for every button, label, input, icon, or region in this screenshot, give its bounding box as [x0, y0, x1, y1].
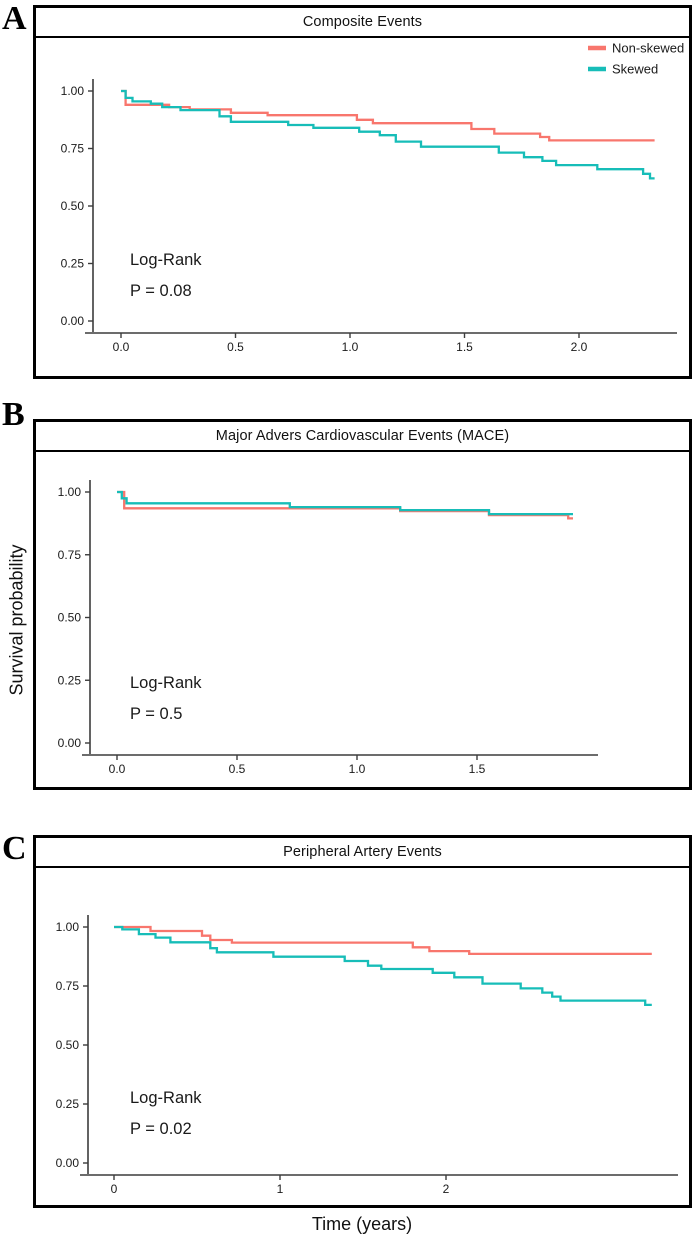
y-axis-title: Survival probability — [6, 544, 27, 696]
panel-a-title: Composite Events — [302, 14, 423, 30]
panel-c: Peripheral Artery Events 0.00 0.25 0.50 0.7… — [33, 835, 692, 1208]
y-tick-label: 0.75 — [58, 548, 82, 562]
panel-a-plot: 0.00 0.25 0.50 0.75 1.00 0.0 0.5 1.0 1.5 2.0 Log-R… — [61, 41, 685, 355]
y-tick-label: 0.50 — [61, 199, 85, 213]
panel-c-plot: 0.00 0.25 0.50 0.75 1.00 0 1 2 Log-Rank P = 0.02 — [56, 915, 678, 1196]
x-tick-label: 2 — [443, 1182, 450, 1196]
y-tick-label: 0.00 — [58, 736, 82, 750]
survival-curve-skewed — [121, 89, 655, 180]
panel-c-title-strip: Peripheral Artery Events — [36, 838, 689, 868]
x-tick-label: 1.0 — [349, 762, 366, 776]
x-tick-label: 1.0 — [342, 340, 359, 354]
p-value-label: P = 0.02 — [130, 1120, 192, 1138]
x-tick-label: 1.5 — [469, 762, 486, 776]
panel-a-title-strip: Composite Events — [36, 8, 689, 38]
x-tick-label: 0.0 — [113, 340, 130, 354]
panel-letter-b: B — [2, 396, 25, 433]
panel-letter-c: C — [2, 830, 27, 867]
y-tick-label: 0.75 — [61, 142, 85, 156]
y-tick-label: 0.00 — [56, 1156, 80, 1170]
panel-c-title: Peripheral Artery Events — [283, 844, 442, 860]
panel-b-plot: 0.00 0.25 0.50 0.75 1.00 0.0 0.5 1.0 1.5 Log-Rank… — [58, 480, 598, 776]
legend-label-skewed: Skewed — [612, 62, 658, 77]
y-tick-label: 0.50 — [58, 611, 82, 625]
y-tick-label: 0.00 — [61, 314, 85, 328]
p-value-label: P = 0.08 — [130, 282, 192, 300]
log-rank-label: Log-Rank — [130, 1089, 202, 1107]
panel-b-title-strip: Major Advers Cardiovascular Events (MACE… — [36, 422, 689, 452]
x-tick-label: 0.5 — [229, 762, 246, 776]
panel-a: Composite Events 0.00 0.25 0.50 0.75 1.00 0.0… — [33, 5, 692, 379]
x-tick-label: 0.5 — [227, 340, 244, 354]
p-value-label: P = 0.5 — [130, 705, 182, 723]
log-rank-label: Log-Rank — [130, 251, 202, 269]
panel-b-title: Major Advers Cardiovascular Events (MACE… — [215, 428, 510, 444]
y-tick-label: 0.75 — [56, 979, 80, 993]
y-tick-label: 1.00 — [56, 920, 80, 934]
survival-curve-skewed — [117, 490, 573, 516]
y-tick-label: 1.00 — [61, 84, 85, 98]
x-tick-label: 0 — [111, 1182, 118, 1196]
x-tick-label: 2.0 — [571, 340, 588, 354]
y-tick-label: 0.25 — [58, 673, 82, 687]
panel-b: Major Advers Cardiovascular Events (MACE… — [33, 419, 692, 790]
x-tick-label: 1.5 — [456, 340, 473, 354]
legend-label-non-skewed: Non-skewed — [612, 41, 684, 56]
survival-curve-non-skewed — [121, 89, 655, 142]
x-tick-label: 1 — [277, 1182, 284, 1196]
y-tick-label: 0.25 — [56, 1097, 80, 1111]
y-tick-label: 1.00 — [58, 485, 82, 499]
survival-curve-non-skewed — [114, 925, 652, 956]
x-axis-title: Time (years) — [311, 1214, 413, 1234]
survival-curve-skewed — [114, 925, 652, 1007]
y-tick-label: 0.25 — [61, 257, 85, 271]
x-tick-label: 0.0 — [109, 762, 126, 776]
y-tick-label: 0.50 — [56, 1038, 80, 1052]
log-rank-label: Log-Rank — [130, 674, 202, 692]
panel-letter-a: A — [2, 0, 27, 37]
